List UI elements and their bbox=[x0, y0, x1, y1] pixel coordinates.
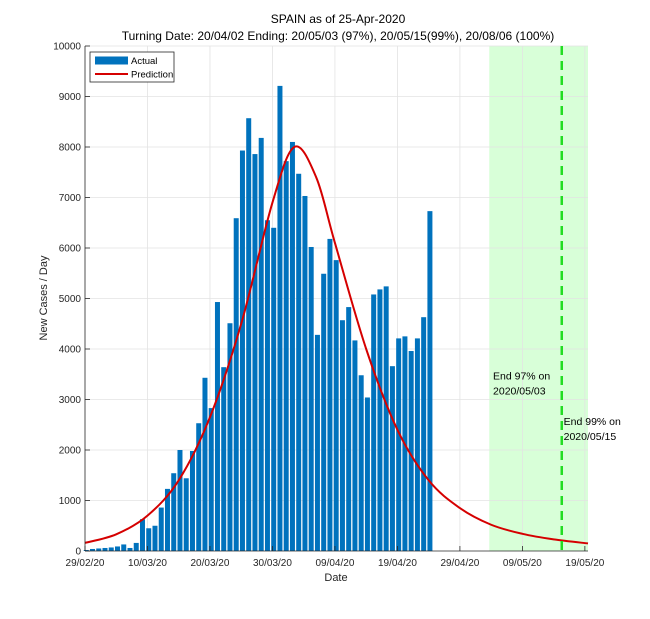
y-tick-label: 2000 bbox=[59, 446, 82, 457]
bar bbox=[189, 451, 195, 551]
y-tick-label: 3000 bbox=[59, 395, 82, 406]
x-tick-label: 30/03/20 bbox=[253, 558, 292, 569]
legend-swatch-actual bbox=[95, 56, 128, 65]
annotation-end-99: End 99% on 2020/05/15 bbox=[564, 416, 621, 443]
y-axis-label: New Cases / Day bbox=[38, 255, 50, 340]
x-tick-label: 29/04/20 bbox=[440, 558, 479, 569]
bar bbox=[271, 227, 277, 552]
bar bbox=[121, 544, 127, 551]
annotation-line: End 97% on bbox=[493, 370, 550, 382]
bar bbox=[227, 323, 233, 551]
bar bbox=[308, 246, 314, 552]
prediction-line-layer bbox=[84, 145, 589, 545]
bar bbox=[239, 150, 245, 551]
x-tick-label: 09/05/20 bbox=[503, 558, 542, 569]
bar bbox=[264, 220, 270, 551]
bar bbox=[164, 488, 170, 551]
bar bbox=[352, 340, 358, 551]
bar bbox=[327, 238, 333, 551]
x-tick-label: 20/03/20 bbox=[191, 558, 230, 569]
bar bbox=[202, 377, 208, 551]
annotation-end-97: End 97% on 2020/05/03 bbox=[493, 370, 550, 397]
bar bbox=[108, 547, 114, 551]
legend: Actual Prediction bbox=[89, 51, 175, 83]
bar bbox=[421, 317, 427, 551]
bar bbox=[371, 294, 377, 551]
bar bbox=[171, 473, 177, 551]
y-tick-label: 6000 bbox=[59, 244, 82, 255]
bar bbox=[377, 289, 383, 551]
bar bbox=[333, 260, 339, 551]
bar bbox=[346, 307, 352, 551]
legend-label-prediction: Prediction bbox=[131, 70, 173, 81]
y-tick-label: 8000 bbox=[59, 143, 82, 154]
chart-subtitle: Turning Date: 20/04/02 Ending: 20/05/03 … bbox=[122, 29, 555, 43]
y-tick-label: 10000 bbox=[53, 42, 81, 53]
x-tick-label: 09/04/20 bbox=[315, 558, 354, 569]
annotations-layer: End 97% on 2020/05/03 End 99% on 2020/05/15 bbox=[493, 370, 621, 442]
y-tick-label: 1000 bbox=[59, 496, 82, 507]
bar bbox=[214, 302, 220, 551]
bar bbox=[302, 195, 308, 552]
bar bbox=[183, 478, 189, 551]
bar bbox=[246, 118, 252, 551]
bar bbox=[383, 286, 389, 551]
axes-layer: 0 1000 2000 3000 4000 5000 6000 7000 8000 9000 100… bbox=[53, 42, 605, 570]
y-tick-label: 9000 bbox=[59, 92, 82, 103]
bar bbox=[158, 507, 164, 551]
chart-title: SPAIN as of 25-Apr-2020 bbox=[271, 12, 406, 26]
bar bbox=[177, 450, 183, 551]
x-tick-label: 29/02/20 bbox=[66, 558, 105, 569]
bar bbox=[396, 338, 402, 551]
y-tick-label: 4000 bbox=[59, 345, 82, 356]
bar bbox=[427, 211, 433, 551]
bar bbox=[102, 547, 108, 551]
bar bbox=[358, 375, 364, 551]
bar bbox=[208, 408, 214, 551]
prediction-line bbox=[84, 145, 589, 545]
x-tick-label: 10/03/20 bbox=[128, 558, 167, 569]
bar bbox=[414, 338, 420, 551]
x-tick-label: 19/05/20 bbox=[565, 558, 604, 569]
x-axis-label: Date bbox=[324, 572, 347, 584]
bar bbox=[96, 548, 102, 551]
bar bbox=[289, 141, 295, 551]
bar bbox=[277, 85, 283, 552]
y-tick-label: 7000 bbox=[59, 193, 82, 204]
bar bbox=[139, 519, 145, 551]
annotation-line: 2020/05/15 bbox=[564, 431, 617, 443]
bar bbox=[127, 547, 133, 551]
bar bbox=[314, 334, 320, 551]
bar bbox=[152, 525, 158, 551]
bar bbox=[83, 549, 89, 551]
bars-layer bbox=[83, 85, 433, 552]
y-tick-label: 0 bbox=[75, 547, 81, 558]
bar bbox=[408, 351, 414, 551]
bar bbox=[252, 154, 258, 551]
bar bbox=[133, 542, 139, 551]
bar bbox=[233, 218, 239, 551]
bar bbox=[146, 528, 152, 551]
annotation-line: 2020/05/03 bbox=[493, 385, 546, 397]
bar bbox=[258, 137, 264, 551]
bar bbox=[89, 548, 95, 551]
bar bbox=[389, 366, 395, 551]
bar bbox=[339, 320, 345, 551]
bar bbox=[196, 423, 202, 551]
legend-label-actual: Actual bbox=[131, 56, 157, 67]
x-tick-label: 19/04/20 bbox=[378, 558, 417, 569]
bar bbox=[364, 397, 370, 551]
y-tick-label: 5000 bbox=[59, 294, 82, 305]
bar bbox=[296, 173, 302, 551]
bar bbox=[321, 273, 327, 551]
bar bbox=[221, 367, 227, 551]
bar bbox=[283, 161, 289, 551]
annotation-line: End 99% on bbox=[564, 416, 621, 428]
bar bbox=[114, 546, 120, 551]
